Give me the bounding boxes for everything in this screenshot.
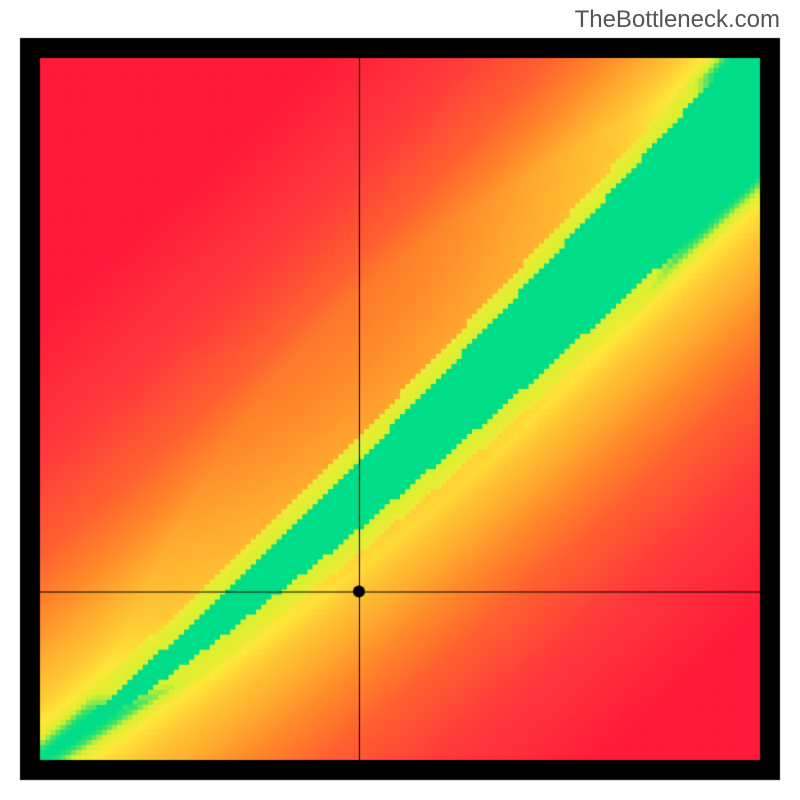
chart-container: TheBottleneck.com: [0, 0, 800, 800]
watermark-text: TheBottleneck.com: [575, 6, 780, 34]
heatmap-canvas: [0, 0, 800, 800]
